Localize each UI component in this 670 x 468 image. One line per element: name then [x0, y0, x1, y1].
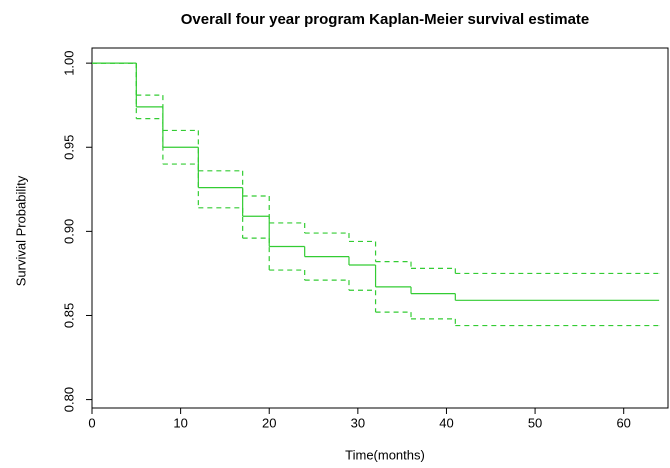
plot-frame: [91, 47, 669, 409]
y-tick-label: 0.80: [61, 387, 76, 412]
y-tick-label: 0.85: [61, 303, 76, 328]
x-axis-label: Time(months): [345, 447, 425, 462]
y-tick-label: 1.00: [61, 50, 76, 75]
y-axis-label: Survival Probability: [13, 175, 28, 286]
y-tick-label: 0.90: [61, 219, 76, 244]
x-tick-label: 30: [351, 415, 365, 430]
x-tick-label: 0: [88, 415, 95, 430]
x-tick-label: 20: [262, 415, 276, 430]
chart-title: Overall four year program Kaplan-Meier s…: [181, 11, 590, 28]
y-tick-label: 0.95: [61, 135, 76, 160]
x-tick-label: 50: [528, 415, 542, 430]
x-tick-label: 40: [439, 415, 453, 430]
x-tick-label: 60: [616, 415, 630, 430]
x-tick-label: 10: [173, 415, 187, 430]
